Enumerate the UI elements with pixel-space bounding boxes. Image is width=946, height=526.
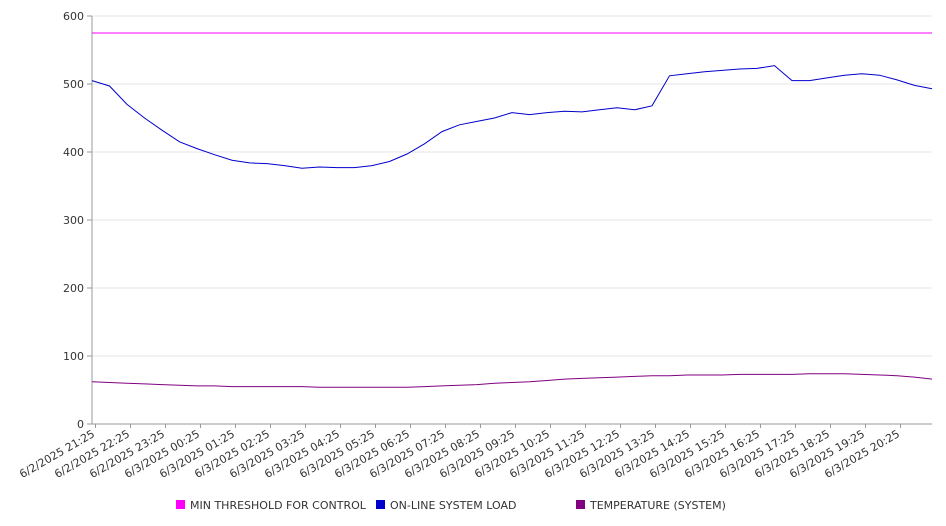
- x-tick-labels: 6/2/2025 21:256/2/2025 22:256/2/2025 23:…: [17, 427, 902, 481]
- series-line-1: [91, 65, 933, 169]
- y-tick-labels: 0 100 200 300 400 500 600: [63, 10, 84, 431]
- axes: [87, 15, 932, 428]
- y-tick-label: 400: [63, 146, 84, 159]
- y-tick-label: 600: [63, 10, 84, 23]
- legend-label: ON-LINE SYSTEM LOAD: [390, 499, 516, 512]
- legend-swatch: [576, 500, 585, 509]
- y-tick-label: 100: [63, 350, 84, 363]
- series-line-2: [91, 373, 933, 388]
- legend: MIN THRESHOLD FOR CONTROL ON-LINE SYSTEM …: [176, 499, 726, 512]
- y-tick-label: 300: [63, 214, 84, 227]
- legend-label: TEMPERATURE (SYSTEM): [589, 499, 726, 512]
- y-tick-label: 500: [63, 78, 84, 91]
- legend-swatch: [176, 500, 185, 509]
- grid-lines: [92, 15, 932, 357]
- y-tick-label: 0: [77, 418, 84, 431]
- series-lines: [91, 32, 933, 388]
- legend-label: MIN THRESHOLD FOR CONTROL: [190, 499, 367, 512]
- y-tick-label: 200: [63, 282, 84, 295]
- legend-swatch: [376, 500, 385, 509]
